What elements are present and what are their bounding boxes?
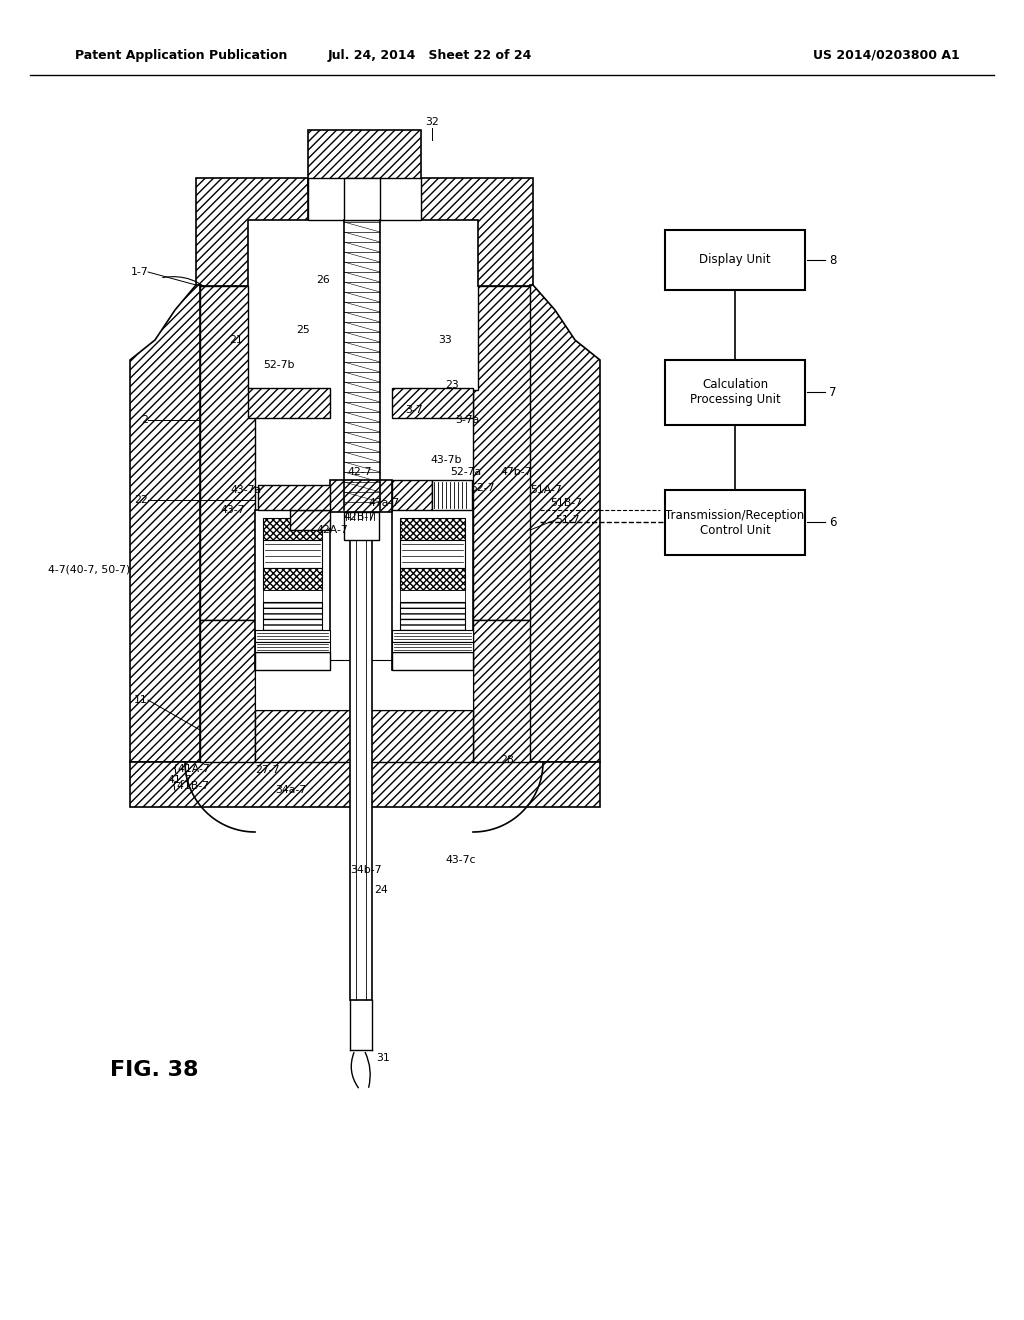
Text: Display Unit: Display Unit [699,253,771,267]
Text: {41B-7: {41B-7 [171,780,210,789]
Text: 52-7: 52-7 [470,483,495,492]
Text: Jul. 24, 2014   Sheet 22 of 24: Jul. 24, 2014 Sheet 22 of 24 [328,49,532,62]
Text: 2: 2 [141,414,148,425]
Text: 22: 22 [134,495,148,506]
Bar [258,484,330,510]
Text: Transmission/Reception
Control Unit: Transmission/Reception Control Unit [666,508,805,536]
Polygon shape [200,285,255,620]
Text: 43-7: 43-7 [220,506,245,515]
Text: 51A-7: 51A-7 [530,484,562,495]
Bar [350,540,372,1001]
Text: 52-7b: 52-7b [263,360,295,370]
Bar [392,652,473,671]
Bar [263,517,322,540]
Bar [400,568,465,590]
Text: Calculation
Processing Unit: Calculation Processing Unit [689,379,780,407]
Bar [392,388,473,418]
Bar [400,590,465,602]
Text: FIG. 38: FIG. 38 [110,1060,199,1080]
Bar [263,602,322,630]
Polygon shape [196,178,308,286]
Text: 7: 7 [829,385,837,399]
Bar [665,360,805,425]
Text: 41-7: 41-7 [168,775,193,785]
Text: 47b-7: 47b-7 [500,467,531,477]
Text: 33: 33 [438,335,452,345]
Text: 43-7a: 43-7a [230,484,261,495]
Text: Patent Application Publication: Patent Application Publication [75,49,288,62]
Polygon shape [473,285,530,620]
Text: 27-7: 27-7 [255,766,280,775]
Text: 8: 8 [829,253,837,267]
Text: 26: 26 [316,275,330,285]
Text: 34b-7: 34b-7 [350,865,382,875]
Bar [344,178,380,220]
Bar [392,630,473,642]
Bar [665,230,805,290]
Polygon shape [421,178,534,286]
Bar [255,660,473,710]
Text: 32: 32 [425,117,439,127]
Text: 47a-7: 47a-7 [369,498,400,508]
Text: 3-7: 3-7 [406,405,423,414]
Bar [392,642,473,652]
Text: 51-7: 51-7 [555,515,580,525]
Polygon shape [130,285,200,762]
Text: 24: 24 [374,884,388,895]
Bar [255,630,330,642]
Text: 25: 25 [296,325,310,335]
Bar [248,388,330,418]
Bar [400,517,465,540]
Bar [263,568,322,590]
Text: 42A-7: 42A-7 [316,525,348,535]
Bar [392,510,473,671]
Text: 42B-7: 42B-7 [343,512,375,521]
Text: 51B-7: 51B-7 [550,498,582,508]
Text: US 2014/0203800 A1: US 2014/0203800 A1 [813,49,961,62]
Bar [263,590,322,602]
Bar [255,710,473,762]
Bar [344,512,379,540]
Text: 23: 23 [445,380,459,389]
Text: 43-7c: 43-7c [445,855,475,865]
Bar [392,480,432,510]
Text: 43-7b: 43-7b [430,455,462,465]
Text: 1-7: 1-7 [130,267,148,277]
Bar [263,540,322,568]
Bar [330,480,392,512]
Text: {41A-7: {41A-7 [171,763,210,774]
Bar [308,178,421,220]
Text: 52-7a: 52-7a [450,467,481,477]
Text: 28: 28 [500,755,514,766]
Text: 34a-7: 34a-7 [275,785,306,795]
Bar [130,762,600,807]
Bar [665,490,805,554]
Bar [255,652,330,671]
Text: 31: 31 [376,1053,390,1063]
Bar [290,510,330,531]
Bar [400,602,465,630]
Polygon shape [530,285,600,762]
Text: 21: 21 [229,335,243,345]
Text: 4-7(40-7, 50-7): 4-7(40-7, 50-7) [48,565,130,576]
Text: 42-7: 42-7 [348,467,373,477]
Bar [255,510,330,671]
Polygon shape [200,620,255,762]
Text: 11: 11 [134,696,148,705]
Polygon shape [473,620,530,762]
Text: 6: 6 [829,516,837,528]
Bar [432,480,472,510]
Bar [308,129,421,191]
Bar [255,642,330,652]
Text: 3-7a: 3-7a [455,414,479,425]
Bar [400,540,465,568]
